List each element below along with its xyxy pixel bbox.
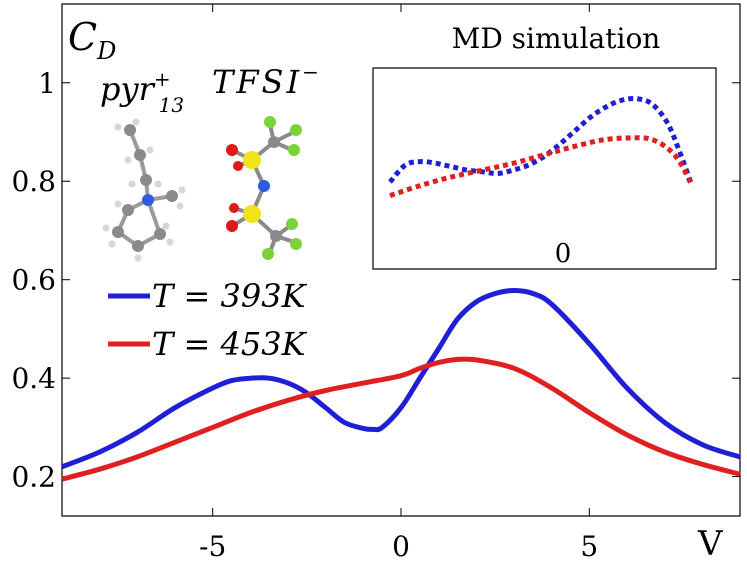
inset-series-line-0 — [388, 96, 695, 187]
x-tick-label-0: -5 — [199, 530, 226, 563]
y-axis-label-sub: D — [96, 37, 116, 65]
anion-label: TFSI− — [212, 60, 322, 101]
x-tick-label-2: 5 — [580, 530, 598, 563]
x-axis-label: V — [697, 524, 724, 563]
inset-x-tick-0: 0 — [555, 239, 572, 269]
inset-frame — [372, 67, 717, 270]
legend-label-393: T = 393K — [152, 277, 308, 315]
y-tick-label-1: 0.4 — [11, 362, 56, 395]
x-axis: -5 0 5 — [199, 4, 598, 563]
series-line-0 — [61, 288, 741, 470]
inset-title: MD simulation — [452, 22, 661, 55]
legend: T = 393K T = 453K — [108, 277, 308, 363]
y-tick-label-0: 0.2 — [11, 461, 56, 494]
inset: MD simulation 0 — [372, 22, 717, 270]
series-layer — [61, 288, 741, 482]
y-tick-label-2: 0.6 — [11, 264, 56, 297]
inset-series-layer — [388, 96, 695, 198]
inset-series-line-1 — [389, 135, 695, 198]
y-axis-label: CD — [68, 15, 116, 65]
y-axis: 0.2 0.4 0.6 0.8 1 — [11, 67, 740, 494]
anion-molecule-image — [226, 116, 302, 260]
series-line-1 — [61, 356, 741, 482]
legend-label-453: T = 453K — [152, 325, 308, 363]
cation-molecule-image — [102, 118, 186, 262]
cation-label: pyr+ 13 — [100, 67, 184, 117]
x-tick-label-1: 0 — [392, 530, 410, 563]
y-tick-label-4: 1 — [38, 67, 56, 100]
y-tick-label-3: 0.8 — [11, 165, 56, 198]
